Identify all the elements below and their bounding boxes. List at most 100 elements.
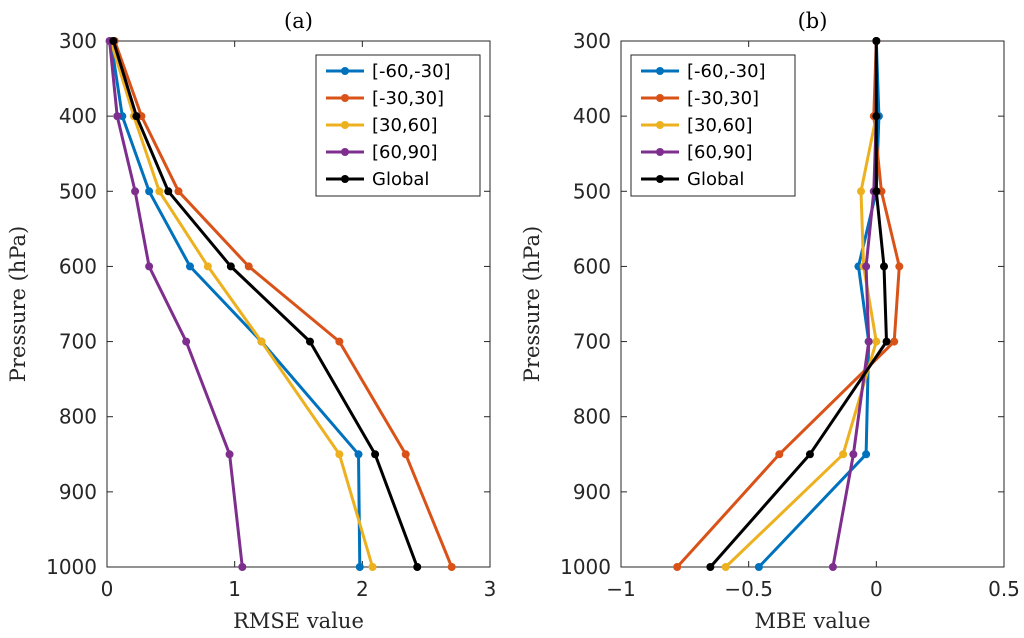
data-point [879,262,888,271]
legend-marker [341,94,349,102]
x-tick-label: −1 [606,577,635,601]
legend-marker [341,148,349,156]
y-axis-title: Pressure (hPa) [6,226,30,382]
data-point [257,337,266,346]
y-tick-label: 900 [59,480,97,504]
data-point [355,563,364,571]
y-tick-label: 300 [59,29,97,53]
data-point [805,450,814,459]
legend-label: [-60,-30] [687,61,766,82]
y-tick-label: 500 [59,179,97,203]
legend-item: [-30,30] [641,88,759,109]
x-tick-label: 0 [870,577,883,601]
legend-item: [-60,-30] [641,61,766,82]
legend-label: [-30,30] [372,88,444,109]
data-point [182,337,191,346]
data-point [872,37,881,45]
legend-marker [656,175,664,183]
legend-label: [60,90] [687,142,753,163]
data-point [226,262,235,271]
legend-label: [60,90] [372,142,438,163]
legend-item: [30,60] [641,115,753,136]
panel-a: 0 1 2 3 300 400 500 600 700 800 900 1000 (a) RMSE val… [6,9,496,633]
data-point [371,450,380,459]
y-tick-label: 600 [59,254,97,278]
y-tick-label: 500 [573,179,611,203]
data-point [862,450,871,459]
legend: [-60,-30] [-30,30] [30,60] [60,90] Global [315,54,481,197]
x-tick-label: 2 [356,577,369,601]
data-point [862,262,871,271]
data-point [890,337,899,346]
legend-label: [30,60] [372,115,438,136]
y-tick-label: 400 [573,104,611,128]
legend-item: Global [326,169,429,190]
data-point [413,563,422,571]
legend-item: Global [641,169,744,190]
data-point [895,262,904,271]
y-axis-title: Pressure (hPa) [520,226,544,382]
legend-marker [656,148,664,156]
legend-item: [-30,30] [326,88,444,109]
legend-label: [-30,30] [687,88,759,109]
data-point [849,450,858,459]
y-tick-label: 700 [59,330,97,354]
data-point [754,563,763,571]
data-point [155,187,164,196]
x-tick-label: 0.5 [988,577,1020,601]
data-point [109,37,118,45]
legend-marker [341,121,349,129]
series-4 [109,37,422,571]
y-tick-label: 600 [573,254,611,278]
legend-item: [30,60] [326,115,438,136]
data-point [174,187,183,196]
panel-b: −1 −0.5 0 0.5 300 400 500 600 700 800 900 1000 (b) MB… [520,9,1020,633]
legend: [-60,-30] [-30,30] [30,60] [60,90] Global [630,54,796,197]
legend-item: [60,90] [326,142,438,163]
legend-item: [-60,-30] [326,61,451,82]
y-tick-label: 1000 [560,555,611,579]
data-point [305,337,314,346]
data-point [673,563,682,571]
data-point [203,262,212,271]
data-point [872,337,881,346]
series-4 [706,37,891,571]
y-tick-label: 800 [573,405,611,429]
data-point [185,262,194,271]
legend-marker [656,121,664,129]
data-point [839,450,848,459]
x-axis-title: MBE value [755,609,871,633]
data-point [857,187,866,196]
legend-label: [-60,-30] [372,61,451,82]
legend-label: Global [372,169,429,190]
legend-label: [30,60] [687,115,753,136]
x-tick-label: −0.5 [724,577,773,601]
x-axis-title: RMSE value [233,609,364,633]
legend-marker [656,67,664,75]
data-point [401,450,410,459]
data-point [828,563,837,571]
x-tick-label: 0 [101,577,114,601]
legend-marker [341,175,349,183]
legend-item: [60,90] [641,142,753,163]
data-point [882,337,891,346]
data-point [145,262,154,271]
data-point [872,187,881,196]
data-point [706,563,715,571]
legend-marker [656,94,664,102]
y-tick-label: 700 [573,330,611,354]
data-point [872,112,881,121]
data-point [113,112,122,121]
data-point [447,563,456,571]
data-point [132,112,141,121]
data-point [354,450,363,459]
x-tick-label: 1 [228,577,241,601]
y-tick-label: 1000 [46,555,97,579]
data-point [368,563,377,571]
y-tick-label: 300 [573,29,611,53]
data-point [775,450,784,459]
y-tick-label: 900 [573,480,611,504]
data-point [225,450,234,459]
legend-label: Global [687,169,744,190]
